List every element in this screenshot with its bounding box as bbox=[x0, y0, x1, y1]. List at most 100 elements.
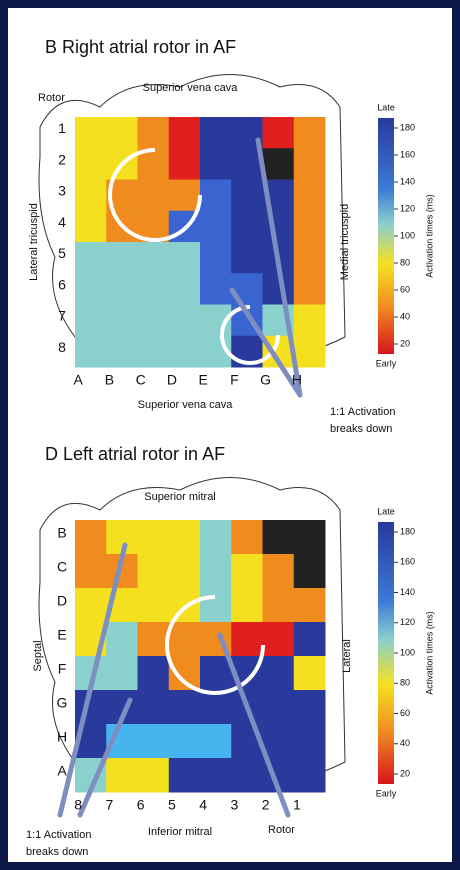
row-label: 7 bbox=[58, 308, 66, 324]
row-label: B bbox=[57, 524, 66, 540]
map-cell bbox=[231, 554, 263, 589]
colorbar-bottom: Early bbox=[376, 358, 397, 368]
map-cell bbox=[169, 758, 201, 793]
colorbar-bottom: Early bbox=[376, 788, 397, 798]
map-cell bbox=[169, 520, 201, 555]
col-label: 6 bbox=[137, 797, 145, 813]
colorbar-tick-label: 140 bbox=[400, 587, 415, 597]
row-label: 5 bbox=[58, 245, 66, 261]
map-cell bbox=[75, 588, 107, 623]
map-cell bbox=[294, 554, 326, 589]
map-cell bbox=[263, 656, 295, 691]
col-label: A bbox=[73, 372, 83, 388]
annotation: breaks down bbox=[26, 846, 88, 858]
panel-title: D Left atrial rotor in AF bbox=[45, 444, 225, 464]
map-cell bbox=[294, 242, 326, 274]
map-cell bbox=[169, 554, 201, 589]
col-label: 7 bbox=[105, 797, 113, 813]
col-label: 3 bbox=[230, 797, 238, 813]
map-cell bbox=[106, 656, 138, 691]
map-cell bbox=[169, 724, 201, 759]
map-cell bbox=[169, 180, 201, 212]
map-cell bbox=[138, 724, 170, 759]
map-cell bbox=[294, 305, 326, 337]
row-label: 3 bbox=[58, 183, 66, 199]
map-cell bbox=[263, 588, 295, 623]
row-label: H bbox=[57, 728, 67, 744]
map-cell bbox=[231, 211, 263, 243]
colorbar-tick-label: 180 bbox=[400, 122, 415, 132]
map-cell bbox=[200, 690, 232, 725]
map-cell bbox=[169, 336, 201, 368]
map-cell bbox=[294, 690, 326, 725]
map-cell bbox=[75, 117, 107, 149]
map-cell bbox=[263, 690, 295, 725]
map-cell bbox=[138, 622, 170, 657]
right-label: Lateral bbox=[341, 639, 353, 673]
colorbar-tick-label: 60 bbox=[400, 284, 410, 294]
map-cell bbox=[263, 148, 295, 180]
colorbar-tick-label: 80 bbox=[400, 678, 410, 688]
row-label: 1 bbox=[58, 120, 66, 136]
col-label: 1 bbox=[293, 797, 301, 813]
panel-title: B Right atrial rotor in AF bbox=[45, 37, 236, 57]
map-cell bbox=[75, 211, 107, 243]
figure: B Right atrial rotor in AF Superior vena … bbox=[0, 0, 460, 870]
colorbar-tick-label: 120 bbox=[400, 617, 415, 627]
col-label: H bbox=[292, 372, 302, 388]
map-cell bbox=[169, 117, 201, 149]
annotation: breaks down bbox=[330, 423, 392, 435]
map-cell bbox=[169, 690, 201, 725]
map-cell bbox=[106, 117, 138, 149]
map-cell bbox=[294, 336, 326, 368]
col-label: G bbox=[260, 372, 271, 388]
map-cell bbox=[263, 622, 295, 657]
map-cell bbox=[169, 656, 201, 691]
map-cell bbox=[200, 554, 232, 589]
colorbar-tick-label: 100 bbox=[400, 647, 415, 657]
map-cell bbox=[294, 180, 326, 212]
map-cell bbox=[231, 242, 263, 274]
row-label: 2 bbox=[58, 151, 66, 167]
map-cell bbox=[169, 622, 201, 657]
row-label: D bbox=[57, 592, 67, 608]
row-label: A bbox=[57, 762, 67, 778]
map-cell bbox=[106, 336, 138, 368]
colorbar-tick-label: 180 bbox=[400, 526, 415, 536]
map-cell bbox=[294, 273, 326, 305]
col-label: C bbox=[136, 372, 146, 388]
colorbar-tick-label: 160 bbox=[400, 557, 415, 567]
map-cell bbox=[169, 305, 201, 337]
map-cell bbox=[106, 758, 138, 793]
map-cell bbox=[231, 622, 263, 657]
map-cell bbox=[75, 554, 107, 589]
annotation: 1:1 Activation bbox=[330, 406, 395, 418]
colorbar bbox=[378, 522, 394, 784]
right-label: Medial tricuspid bbox=[339, 204, 351, 280]
map-cell bbox=[294, 148, 326, 180]
map-cell bbox=[231, 588, 263, 623]
col-label: E bbox=[198, 372, 207, 388]
col-label: 5 bbox=[168, 797, 176, 813]
map-cell bbox=[169, 273, 201, 305]
map-cell bbox=[75, 180, 107, 212]
map-cell bbox=[106, 305, 138, 337]
map-cell bbox=[200, 758, 232, 793]
colorbar-tick-label: 20 bbox=[400, 768, 410, 778]
colorbar bbox=[378, 118, 394, 354]
row-label: 8 bbox=[58, 339, 66, 355]
colorbar-tick-label: 160 bbox=[400, 149, 415, 159]
map-cell bbox=[294, 588, 326, 623]
bottom-label: Superior vena cava bbox=[138, 399, 234, 411]
map-cell bbox=[138, 273, 170, 305]
map-cell bbox=[231, 758, 263, 793]
colorbar-top: Late bbox=[377, 102, 395, 112]
map-cell bbox=[138, 242, 170, 274]
map-cell bbox=[169, 242, 201, 274]
map-cell bbox=[138, 520, 170, 555]
map-cell bbox=[138, 305, 170, 337]
map-cell bbox=[294, 724, 326, 759]
col-label: F bbox=[230, 372, 239, 388]
map-cell bbox=[75, 242, 107, 274]
left-label: Lateral tricuspid bbox=[28, 203, 40, 281]
